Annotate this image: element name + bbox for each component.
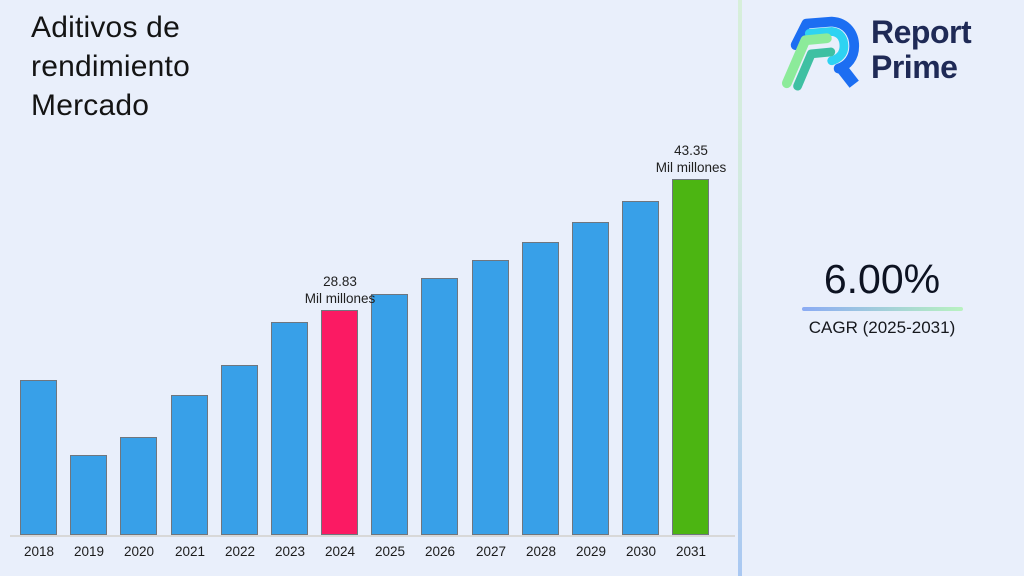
bar-annotation-2024: 28.83 Mil millones (304, 274, 376, 306)
bar-2023 (271, 322, 308, 535)
x-axis-tick-2025: 2025 (374, 544, 406, 559)
bar-2024 (321, 310, 358, 535)
x-axis-tick-2027: 2027 (475, 544, 507, 559)
report-prime-logo: Report Prime (779, 8, 972, 92)
bar-2018 (20, 380, 57, 535)
bar-2021 (171, 395, 208, 535)
bar-2019 (70, 455, 107, 535)
page-title: Aditivos de rendimiento Mercado (31, 11, 190, 122)
x-axis-tick-2023: 2023 (274, 544, 306, 559)
cagr-value: 6.00% (823, 256, 941, 302)
x-axis-tick-2020: 2020 (123, 544, 155, 559)
bar-2020 (120, 437, 157, 535)
cagr-label: CAGR (2025-2031) (808, 318, 956, 337)
divider-line (738, 0, 742, 576)
x-axis-tick-2031: 2031 (675, 544, 707, 559)
x-axis-tick-2019: 2019 (73, 544, 105, 559)
cagr-block: 6.00% CAGR (2025-2031) (782, 256, 982, 338)
logo-text-prime: Prime (871, 49, 958, 85)
logo-text: Report Prime (871, 14, 972, 85)
x-axis-tick-2018: 2018 (23, 544, 55, 559)
x-axis-line (10, 535, 735, 537)
bar-2026 (421, 278, 458, 535)
x-axis-tick-2028: 2028 (525, 544, 557, 559)
x-axis-tick-2021: 2021 (174, 544, 206, 559)
x-axis-tick-2029: 2029 (575, 544, 607, 559)
x-axis-tick-2024: 2024 (324, 544, 356, 559)
bar-2028 (522, 242, 559, 535)
bar-2025 (371, 294, 408, 535)
logo-text-report: Report (871, 14, 972, 50)
bar-2030 (622, 201, 659, 535)
bar-2022 (221, 365, 258, 535)
bar-chart: 2018 2019 2020 2021 2022 2023 2024 2025 2026 2027… (10, 143, 735, 559)
x-axis-tick-2022: 2022 (224, 544, 256, 559)
x-axis-tick-2030: 2030 (625, 544, 657, 559)
bar-2029 (572, 222, 609, 535)
bar-2031 (672, 179, 709, 535)
cagr-underline (801, 307, 963, 311)
bar-2027 (472, 260, 509, 535)
x-axis-tick-2026: 2026 (424, 544, 456, 559)
report-prime-logo-icon (781, 16, 860, 91)
bar-annotation-2031: 43.35 Mil millones (655, 143, 727, 175)
